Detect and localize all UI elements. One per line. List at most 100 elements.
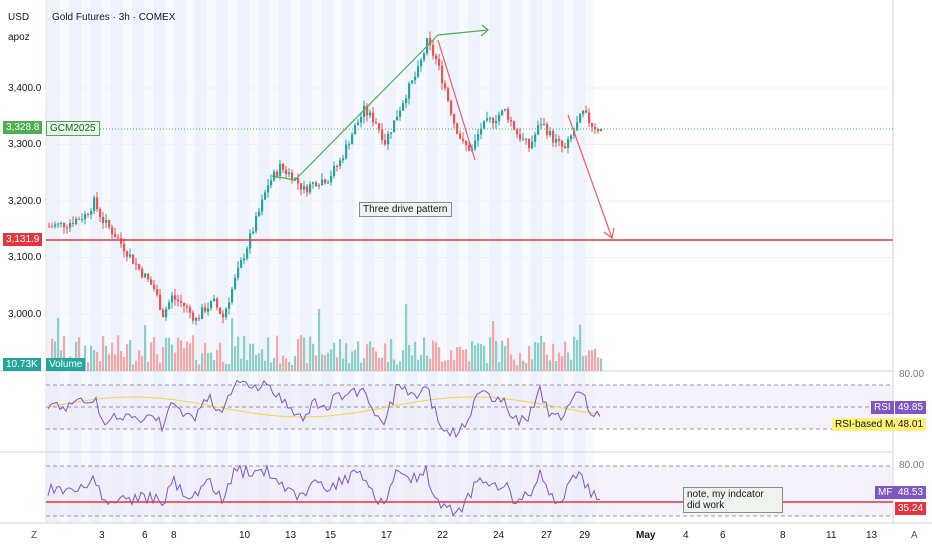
candle-body	[360, 116, 363, 123]
candle-body	[339, 160, 342, 167]
candle-body	[501, 110, 504, 116]
candle-body	[261, 199, 264, 212]
candle-body	[507, 108, 510, 121]
volume-bar	[90, 345, 93, 371]
candle-body	[402, 103, 405, 111]
candle-body	[57, 223, 60, 225]
candle-body	[264, 192, 267, 200]
volume-bar	[318, 309, 321, 371]
candle-body	[324, 179, 327, 184]
highlight-stripe	[375, 0, 384, 523]
highlight-stripe	[522, 0, 531, 523]
candle-body	[240, 260, 243, 268]
volume-bar	[207, 353, 210, 371]
candle-body	[54, 224, 57, 227]
candle-body	[192, 312, 195, 321]
volume-bar	[366, 344, 369, 371]
volume-bar	[291, 364, 294, 371]
volume-bar	[552, 343, 555, 371]
highlight-stripe	[585, 0, 594, 523]
volume-bar	[546, 354, 549, 371]
volume-bar	[264, 360, 267, 371]
volume-bar	[432, 340, 435, 371]
candle-body	[414, 76, 417, 81]
projection-arrow-up	[437, 29, 489, 36]
candle-body	[441, 65, 444, 84]
volume-bar	[405, 304, 408, 371]
volume-bar	[570, 359, 573, 371]
volume-bar	[591, 350, 594, 371]
candle-body	[570, 135, 573, 140]
candle-body	[69, 223, 72, 228]
volume-bar	[201, 353, 204, 371]
candle-body	[300, 183, 303, 190]
candle-body	[468, 145, 471, 151]
volume-bar	[582, 356, 585, 371]
volume-bar	[357, 341, 360, 371]
volume-bar	[375, 351, 378, 371]
volume-bar	[78, 337, 81, 371]
candle-body	[564, 146, 567, 149]
volume-bar	[588, 350, 591, 371]
candle-body	[288, 172, 291, 174]
time-tick-label: 13	[866, 530, 878, 541]
time-axis-left-button[interactable]: Z	[31, 530, 38, 541]
candle-body	[174, 295, 177, 300]
volume-bar	[240, 358, 243, 371]
candle-body	[63, 222, 66, 228]
candle-body	[363, 105, 366, 117]
candle-body	[333, 165, 336, 177]
volume-bar	[255, 354, 258, 371]
candle-body	[552, 130, 555, 143]
volume-bar	[531, 359, 534, 371]
candle-body	[267, 185, 270, 193]
candle-body	[405, 98, 408, 104]
current-price-tag: 3,328.8	[3, 121, 43, 134]
highlight-stripe	[354, 0, 363, 523]
projection-arrowhead-up	[480, 24, 489, 37]
volume-bar	[345, 343, 348, 371]
volume-bar	[135, 360, 138, 371]
volume-bar	[474, 345, 477, 371]
candle-body	[588, 112, 591, 124]
volume-bar	[315, 355, 318, 371]
candle-body	[51, 226, 54, 228]
candle-body	[183, 302, 186, 307]
target-arrow-line	[567, 114, 613, 239]
volume-bar	[387, 362, 390, 371]
volume-bar	[411, 355, 414, 371]
volume-bar	[390, 338, 393, 371]
time-axis-right-button[interactable]: A	[911, 530, 918, 541]
volume-bar	[600, 358, 603, 371]
candle-body	[102, 216, 105, 224]
time-tick-label: 17	[381, 530, 393, 541]
candle-body	[546, 124, 549, 136]
candle-body	[318, 185, 321, 187]
volume-bar	[414, 341, 417, 371]
candle-body	[81, 219, 84, 221]
highlight-stripe	[228, 0, 237, 523]
candle-body	[279, 163, 282, 176]
candle-body	[345, 144, 348, 159]
symbol-title[interactable]: Gold Futures · 3h · COMEX	[52, 12, 176, 23]
candle-body	[165, 308, 168, 318]
volume-bar	[471, 341, 474, 371]
note-annotation[interactable]: note, my indcator did work	[683, 487, 783, 513]
highlight-stripe	[438, 0, 447, 523]
pattern-annotation[interactable]: Three drive pattern	[359, 202, 452, 217]
volume-bar	[429, 358, 432, 371]
volume-bar	[597, 357, 600, 371]
volume-bar	[108, 354, 111, 371]
price-tick-3100: 3,100.0	[8, 252, 42, 263]
volume-bar	[498, 362, 501, 371]
candle-body	[504, 108, 507, 111]
candle-body	[291, 172, 294, 181]
volume-bar	[564, 341, 567, 371]
volume-bar	[456, 347, 459, 371]
volume-bar	[150, 342, 153, 371]
candle-body	[138, 264, 141, 269]
candle-body	[510, 120, 513, 122]
candle-body	[450, 100, 453, 115]
volume-bar	[585, 355, 588, 371]
